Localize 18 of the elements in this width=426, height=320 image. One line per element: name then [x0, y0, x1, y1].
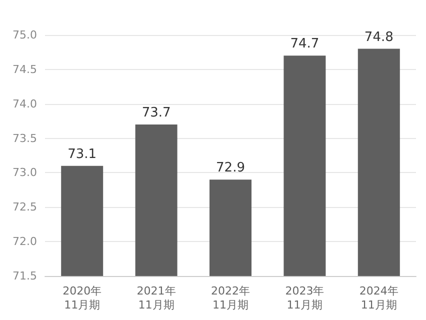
y-tick-label: 74.0 — [12, 97, 37, 110]
data-label: 74.7 — [290, 36, 320, 52]
data-label: 73.7 — [142, 106, 171, 121]
y-tick-label: 72.0 — [12, 235, 37, 248]
x-tick-label: 2020年 11月期 — [62, 284, 102, 312]
x-tick-label: 2024年 11月期 — [359, 284, 398, 312]
y-tick-label: 73.0 — [12, 166, 37, 180]
data-label: 72.9 — [216, 160, 245, 176]
data-label: 73.1 — [68, 146, 97, 162]
x-tick-label: 2021年 11月期 — [136, 284, 176, 312]
y-tick-label: 74.5 — [12, 62, 37, 76]
y-tick-label: 72.5 — [12, 200, 37, 214]
x-tick-label: 2023年 11月期 — [285, 284, 324, 312]
data-label: 74.8 — [364, 30, 394, 45]
y-tick-label: 73.5 — [12, 132, 37, 145]
x-tick-label: 2022年 11月期 — [211, 284, 250, 312]
y-tick-label: 71.5 — [12, 270, 37, 282]
y-tick-label: 75.0 — [12, 28, 37, 42]
